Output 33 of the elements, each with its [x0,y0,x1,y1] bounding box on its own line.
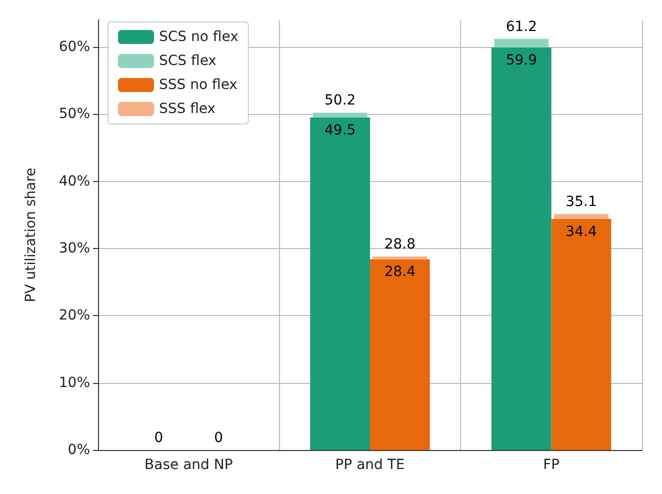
y-tick-label: 40% [58,173,90,190]
bar [551,218,612,450]
y-tick-label: 30% [58,240,90,256]
x-tick-label: Base and NP [144,457,233,473]
bar [491,48,552,450]
y-tick-label: 60% [58,38,90,55]
text: 28.8 [384,236,416,252]
legend-label: SCS flex [159,53,216,69]
text: 50.2 [324,92,356,109]
data-label: 34.4 [566,224,597,240]
text: 35.1 [566,194,597,210]
legend-label: SSS flex [159,101,216,117]
data-label: 59.9 [506,52,537,69]
x-tick-label: FP [543,457,560,473]
bar [370,259,430,450]
y-tick-label: 50% [58,106,90,122]
x-tick-label: PP and TE [335,457,405,473]
legend-label: SCS no flex [159,29,238,45]
data-label: 49.5 [324,122,356,138]
text: 0 [214,430,224,446]
y-tick-label: 0% [68,442,90,458]
y-tick-label: 10% [58,374,90,391]
bar [312,112,368,118]
y-axis-title: PV utilization share [23,168,39,302]
bar [310,117,370,450]
text: 61.2 [506,18,537,35]
text: 0 [154,430,164,446]
bar [554,214,608,219]
y-tick-label: 20% [58,308,90,324]
legend-label: SSS no flex [159,77,238,93]
data-label: 28.4 [384,264,416,280]
bar [494,38,549,48]
bar [372,256,428,260]
